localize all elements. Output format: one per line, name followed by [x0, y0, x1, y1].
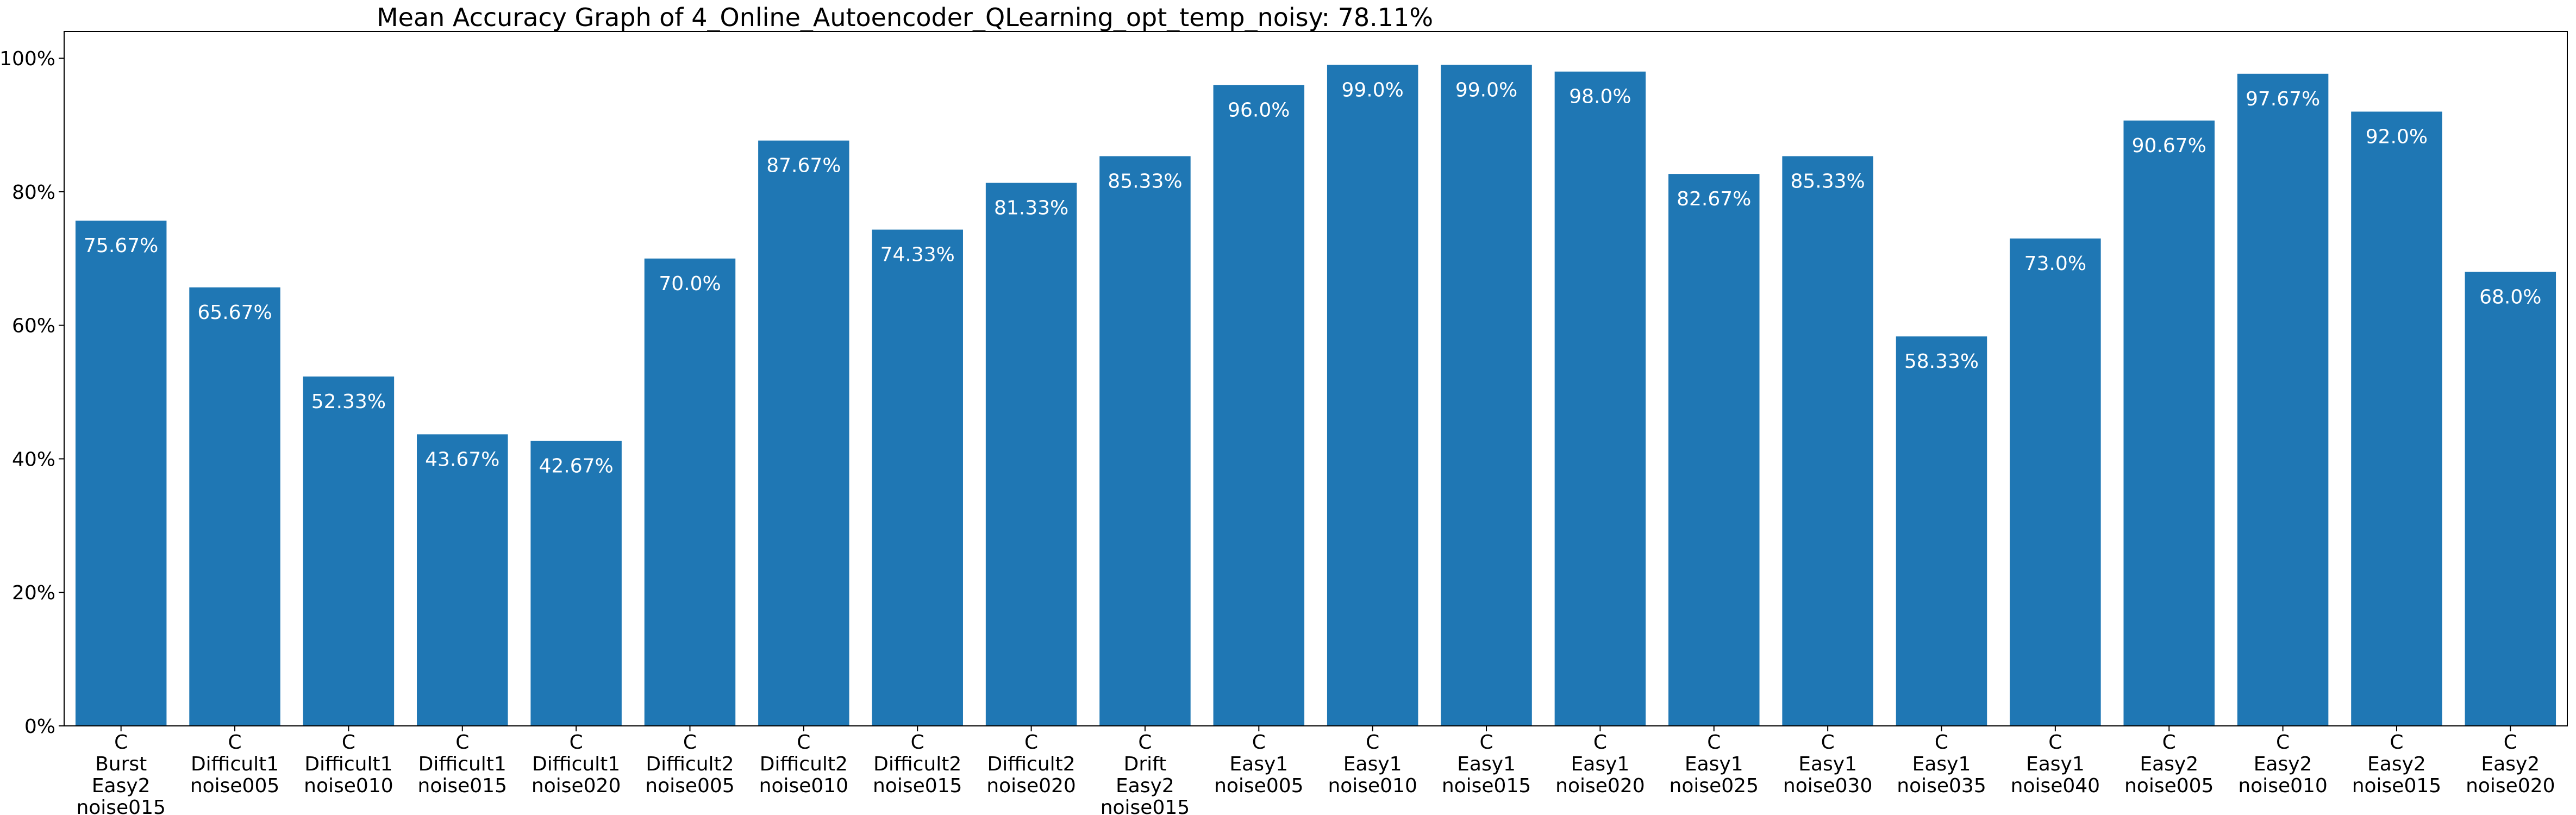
data-label: 85.33% — [1790, 170, 1865, 192]
y-tick-label: 80% — [12, 181, 55, 204]
x-tick-label: C Drift Easy2 noise015 — [1101, 731, 1190, 815]
bar — [1327, 65, 1418, 726]
plot-frame — [64, 31, 2568, 726]
bar — [758, 140, 849, 726]
x-tick-labels: C Burst Easy2 noise015 C Difficult1 noise005 C D… — [76, 726, 2555, 815]
bar — [2123, 120, 2215, 726]
data-label: 70.0% — [659, 273, 721, 295]
bar — [1441, 65, 1532, 726]
chart-title: Mean Accuracy Graph of 4_Online_Autoenco… — [377, 3, 1433, 32]
y-tick-label: 20% — [12, 582, 55, 604]
data-label: 68.0% — [2479, 286, 2541, 308]
x-tick-label: C Easy1 noise005 — [1214, 731, 1303, 797]
bar — [189, 287, 280, 726]
data-label: 65.67% — [197, 302, 272, 324]
x-tick-label: C Easy1 noise010 — [1328, 731, 1417, 797]
data-label: 87.67% — [766, 155, 841, 177]
bar — [872, 229, 963, 726]
x-tick-label: C Easy1 noise025 — [1670, 731, 1759, 797]
x-tick-label: C Difficult2 noise020 — [986, 731, 1076, 797]
data-label: 98.0% — [1569, 86, 1631, 108]
bar — [1213, 85, 1305, 726]
x-tick-label: C Difficult2 noise015 — [873, 731, 962, 797]
data-label: 58.33% — [1904, 350, 1979, 373]
bar — [530, 441, 622, 726]
bar — [985, 183, 1077, 726]
bar — [1099, 156, 1191, 726]
x-tick-label: C Difficult2 noise010 — [759, 731, 848, 797]
data-label: 75.67% — [84, 235, 158, 257]
x-tick-label: C Easy1 noise020 — [1555, 731, 1645, 797]
x-tick-label: C Difficult2 noise005 — [645, 731, 734, 797]
bar — [1554, 71, 1646, 726]
data-label: 81.33% — [994, 197, 1068, 220]
bar — [75, 221, 167, 726]
data-label: 96.0% — [1228, 99, 1290, 121]
y-tick-label: 60% — [12, 315, 55, 337]
x-tick-label: C Burst Easy2 noise015 — [76, 731, 165, 815]
y-tick-label: 100% — [0, 48, 55, 70]
data-label: 90.67% — [2132, 135, 2206, 157]
y-tick-label: 0% — [24, 716, 55, 738]
bar — [417, 434, 508, 726]
bar — [1782, 156, 1873, 726]
x-tick-label: C Easy2 noise010 — [2238, 731, 2327, 797]
x-tick-label: C Easy2 noise020 — [2466, 731, 2555, 797]
bars-group: 75.67% 65.67% 52.33% 43.67% 42.67% 70.0% 87.67… — [75, 65, 2556, 726]
data-label: 73.0% — [2024, 253, 2086, 275]
bar — [1668, 174, 1760, 726]
bar — [2010, 238, 2101, 726]
x-tick-label: C Difficult1 noise015 — [418, 731, 507, 797]
data-label: 43.67% — [425, 448, 499, 471]
x-tick-label: C Easy1 noise015 — [1442, 731, 1531, 797]
data-label: 99.0% — [1341, 79, 1403, 101]
bar — [2465, 272, 2556, 726]
x-tick-label: C Easy1 noise035 — [1897, 731, 1986, 797]
x-tick-label: C Difficult1 noise005 — [190, 731, 279, 797]
bar — [644, 258, 736, 726]
x-tick-label: C Easy2 noise005 — [2124, 731, 2214, 797]
x-tick-label: C Easy2 noise015 — [2352, 731, 2441, 797]
x-tick-label: C Difficult1 noise010 — [304, 731, 393, 797]
x-tick-label: C Easy1 noise030 — [1783, 731, 1872, 797]
data-label: 52.33% — [311, 391, 386, 413]
data-label: 99.0% — [1455, 79, 1517, 101]
x-tick-label: C Easy1 noise040 — [2011, 731, 2100, 797]
x-tick-label: C Difficult1 noise020 — [532, 731, 621, 797]
bar — [2237, 73, 2329, 726]
bar — [1896, 336, 1987, 726]
y-tick-labels: 0% 20% 40% 60% 80% 100% — [0, 48, 64, 738]
bar — [2351, 111, 2442, 726]
data-label: 74.33% — [880, 244, 955, 266]
data-label: 92.0% — [2366, 126, 2428, 148]
data-label: 42.67% — [539, 455, 613, 478]
data-label: 97.67% — [2246, 88, 2320, 110]
data-label: 85.33% — [1108, 170, 1182, 192]
bar — [303, 376, 395, 726]
y-tick-label: 40% — [12, 448, 55, 471]
data-label: 82.67% — [1677, 188, 1751, 210]
